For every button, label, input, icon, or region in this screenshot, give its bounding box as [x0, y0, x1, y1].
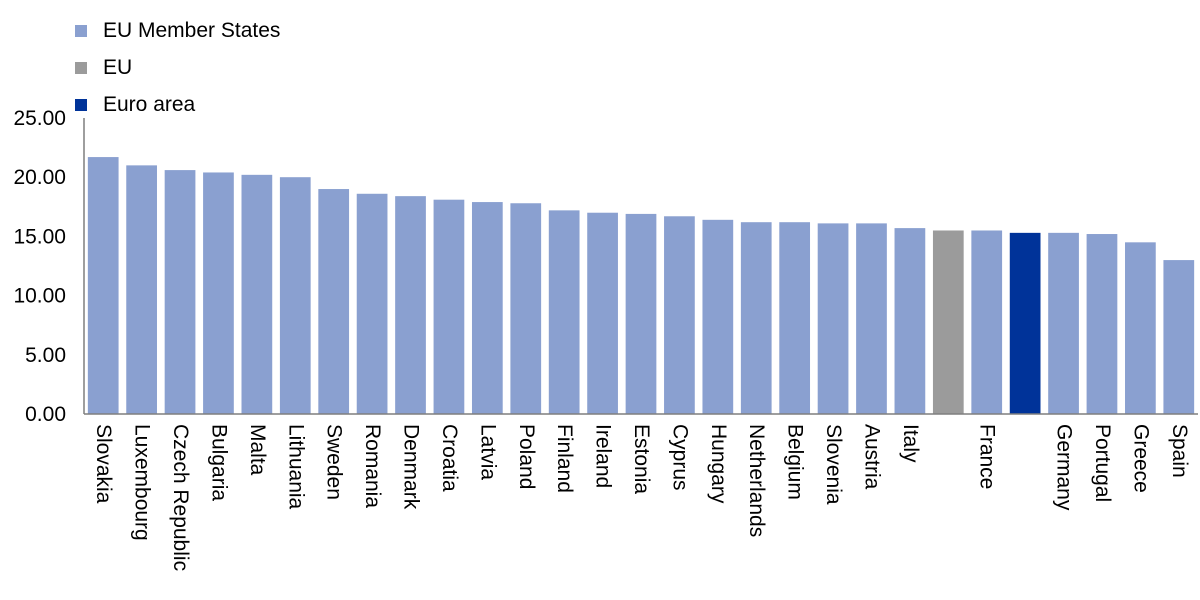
x-tick-label: Romania — [361, 424, 384, 508]
x-tick-label: Malta — [246, 424, 269, 476]
x-tick-label: Poland — [515, 424, 538, 489]
x-tick-label: France — [976, 424, 999, 489]
bar-malta — [241, 174, 273, 414]
x-tick-label: Luxembourg — [131, 424, 154, 541]
bar-poland — [510, 203, 542, 414]
x-tick-label: Lithuania — [284, 424, 307, 510]
bar-czech-republic — [164, 170, 196, 414]
x-tick-label: Croatia — [438, 424, 461, 492]
x-tick-label: Austria — [860, 424, 883, 490]
x-tick-label: Czech Republic — [169, 424, 192, 571]
bar-denmark — [395, 196, 426, 414]
x-tick-label: Cyprus — [668, 424, 691, 491]
bar-sweden — [318, 189, 350, 414]
bar-cyprus — [664, 216, 695, 414]
bar-spain — [1163, 260, 1195, 414]
bar-hungary — [702, 219, 734, 414]
bar-france — [971, 230, 1003, 414]
bar-latvia — [471, 202, 503, 414]
x-tick-label: Belgium — [784, 424, 807, 500]
bar-eu — [932, 230, 964, 414]
x-tick-label: Spain — [1168, 424, 1191, 478]
x-tick-label: Italy — [899, 424, 922, 463]
bar-lithuania — [279, 177, 311, 414]
bar-euro — [1009, 232, 1041, 414]
y-tick-label: 10.00 — [13, 285, 66, 308]
x-tick-label: Slovakia — [92, 424, 115, 504]
legend-item-euro-area: Euro area — [75, 86, 280, 123]
bar-germany — [1048, 232, 1079, 414]
y-tick-label: 15.00 — [13, 225, 66, 248]
x-tick-label: Hungary — [707, 424, 730, 504]
bar-ireland — [587, 212, 618, 414]
legend-swatch-member-states — [75, 24, 87, 37]
x-tick-label: Greece — [1129, 424, 1152, 493]
x-tick-label: Estonia — [630, 424, 653, 494]
x-tick-label: Finland — [553, 424, 576, 493]
y-tick-label: 0.00 — [25, 403, 66, 426]
bar-finland — [548, 210, 580, 414]
bar-slovakia — [87, 157, 119, 414]
bar-italy — [894, 228, 926, 414]
x-tick-label: Denmark — [400, 424, 423, 510]
y-tick-label: 5.00 — [25, 344, 66, 367]
x-tick-label: Latvia — [476, 424, 499, 480]
legend: EU Member States EU Euro area — [75, 12, 280, 123]
y-tick-label: 25.00 — [13, 107, 66, 130]
x-tick-label: Netherlands — [745, 424, 768, 537]
legend-swatch-eu — [75, 61, 87, 74]
x-tick-label: Sweden — [323, 424, 346, 500]
bar-bulgaria — [203, 172, 234, 414]
legend-label-euro-area: Euro area — [103, 92, 196, 116]
x-tick-label: Bulgaria — [207, 424, 230, 501]
x-tick-label: Ireland — [592, 424, 615, 488]
bar-croatia — [433, 199, 465, 414]
bar-austria — [856, 223, 887, 414]
bar-netherlands — [740, 222, 772, 414]
bar-portugal — [1086, 234, 1118, 414]
y-tick-label: 20.00 — [13, 166, 66, 189]
legend-label-member-states: EU Member States — [103, 18, 281, 42]
legend-swatch-euro-area — [75, 98, 87, 111]
legend-item-member-states: EU Member States — [75, 12, 280, 49]
legend-label-eu: EU — [103, 55, 133, 79]
bar-belgium — [779, 222, 811, 414]
bar-slovenia — [817, 223, 849, 414]
x-tick-label: Germany — [1053, 424, 1076, 511]
bar-luxembourg — [126, 165, 157, 414]
x-tick-label: Slovenia — [822, 424, 845, 505]
x-tick-label: Portugal — [1091, 424, 1114, 502]
bar-estonia — [625, 213, 657, 414]
bar-romania — [356, 193, 388, 414]
bar-greece — [1125, 242, 1156, 414]
legend-item-eu: EU — [75, 49, 280, 86]
